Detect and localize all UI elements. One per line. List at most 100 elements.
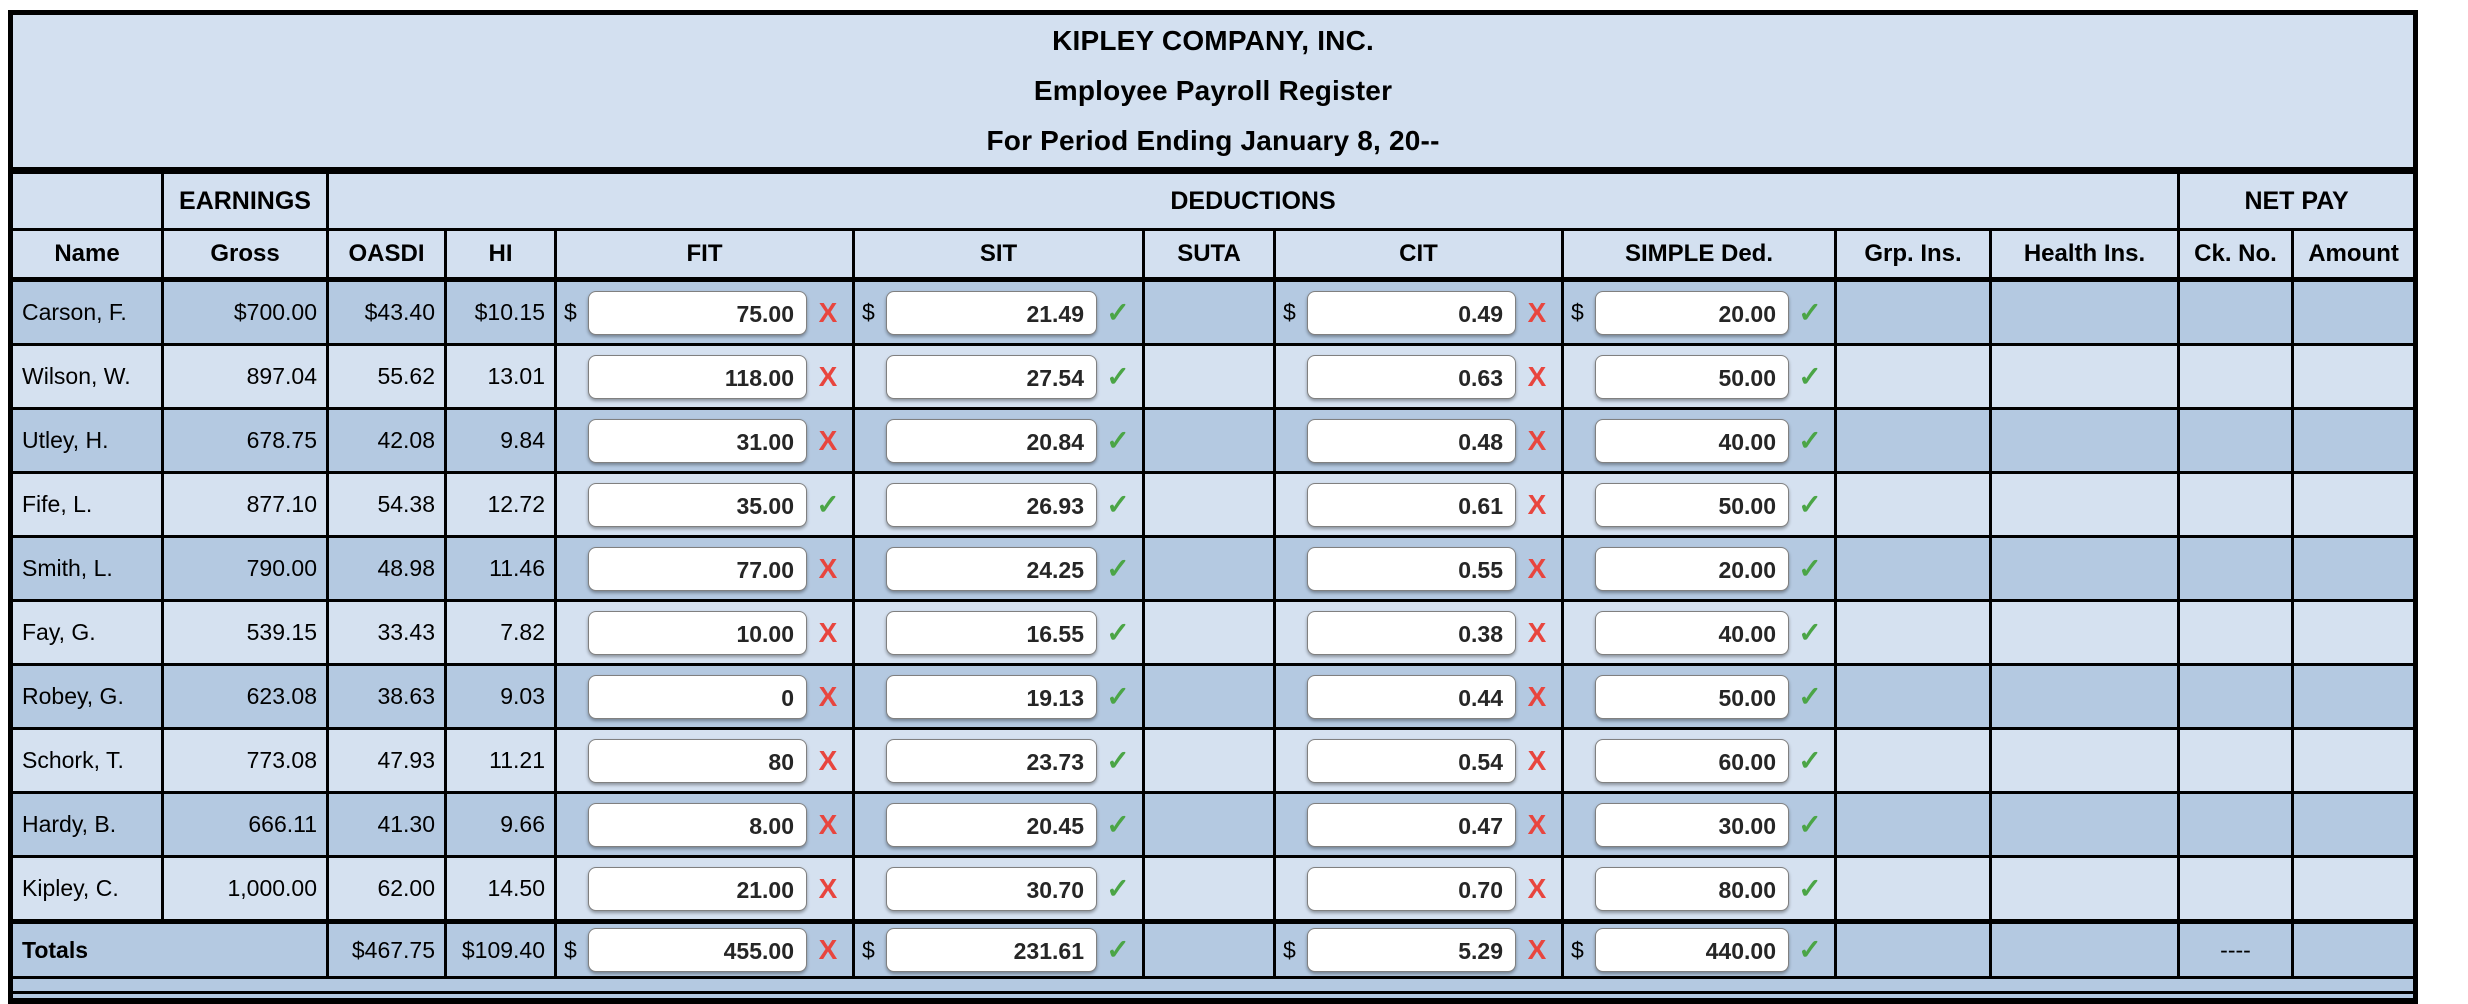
cit-input[interactable]: 0.47	[1307, 802, 1516, 847]
fit-input[interactable]: 118.00	[588, 354, 807, 399]
ck-no-cell	[2177, 727, 2294, 794]
cit-status-icon: X	[1527, 872, 1547, 904]
fit-input[interactable]: 10.00	[588, 610, 807, 655]
totals-cit-input[interactable]: 5.29	[1307, 928, 1516, 972]
sit-input[interactable]: 16.55	[886, 610, 1097, 655]
simple-ded-input[interactable]: 30.00	[1595, 802, 1789, 847]
totals-simple-cell: $ 440.00 ✓	[1561, 919, 1837, 979]
gross-value: 666.11	[248, 811, 317, 837]
amount-cell	[2290, 471, 2418, 538]
simple-ded-input[interactable]: 20.00	[1595, 290, 1789, 335]
cit-input[interactable]: 0.63	[1307, 354, 1516, 399]
fit-input[interactable]: 77.00	[588, 546, 807, 591]
totals-simple-input[interactable]: 440.00	[1595, 928, 1789, 972]
hi-cell: 13.01	[444, 343, 557, 410]
amount-cell	[2290, 663, 2418, 730]
suta-cell	[1142, 343, 1276, 410]
totals-fit-input[interactable]: 455.00	[588, 928, 807, 972]
gross-cell: 678.75	[161, 407, 329, 474]
hi-cell: 11.46	[444, 535, 557, 602]
cit-status-icon: X	[1527, 360, 1547, 392]
grp-ins-cell	[1834, 663, 1992, 730]
employee-name: Smith, L.	[22, 555, 113, 581]
amount-cell	[2290, 407, 2418, 474]
fit-status-icon: X	[818, 872, 838, 904]
company-title: KIPLEY COMPANY, INC.	[1052, 25, 1374, 56]
ck-no-cell	[2177, 791, 2294, 858]
fit-input[interactable]: 80	[588, 738, 807, 783]
suta-cell	[1142, 855, 1276, 923]
fit-input[interactable]: 21.00	[588, 866, 807, 911]
cit-status-icon: X	[1527, 296, 1547, 328]
employee-name-cell: Smith, L.	[9, 535, 164, 602]
employee-name-cell: Carson, F.	[9, 278, 164, 346]
simple-ded-input[interactable]: 50.00	[1595, 354, 1789, 399]
totals-sit-input[interactable]: 231.61	[886, 928, 1097, 972]
fit-input[interactable]: 31.00	[588, 418, 807, 463]
cit-input[interactable]: 0.44	[1307, 674, 1516, 719]
simple-ded-input[interactable]: 50.00	[1595, 482, 1789, 527]
cit-cell: 0.63 X	[1273, 343, 1564, 410]
sit-input[interactable]: 20.84	[886, 418, 1097, 463]
health-ins-cell	[1989, 855, 2180, 923]
suta-cell	[1142, 663, 1276, 730]
simple-ded-input[interactable]: 60.00	[1595, 738, 1789, 783]
oasdi-cell: 62.00	[326, 855, 447, 923]
cit-input[interactable]: 0.55	[1307, 546, 1516, 591]
cit-input[interactable]: 0.61	[1307, 482, 1516, 527]
cit-input[interactable]: 0.38	[1307, 610, 1516, 655]
simple-ded-input[interactable]: 20.00	[1595, 546, 1789, 591]
employee-row: Kipley, C. 1,000.00 62.00 14.50 21.00 X …	[9, 855, 2418, 923]
employee-name: Utley, H.	[22, 427, 109, 453]
sit-input[interactable]: 21.49	[886, 290, 1097, 335]
cit-input[interactable]: 0.48	[1307, 418, 1516, 463]
sit-input[interactable]: 26.93	[886, 482, 1097, 527]
oasdi-value: 33.43	[377, 619, 435, 645]
fit-input[interactable]: 8.00	[588, 802, 807, 847]
dollar-prefix: $	[1571, 936, 1584, 963]
hi-cell: 11.21	[444, 727, 557, 794]
group-header-blank	[9, 169, 164, 231]
grp-ins-cell	[1834, 343, 1992, 410]
health-ins-cell	[1989, 791, 2180, 858]
sit-input[interactable]: 27.54	[886, 354, 1097, 399]
hi-value: 9.84	[500, 427, 545, 453]
sit-input[interactable]: 30.70	[886, 866, 1097, 911]
cit-input[interactable]: 0.49	[1307, 290, 1516, 335]
simple-ded-input[interactable]: 40.00	[1595, 418, 1789, 463]
suta-cell	[1142, 407, 1276, 474]
simple-ded-cell: 40.00 ✓	[1561, 407, 1837, 474]
fit-input[interactable]: 0	[588, 674, 807, 719]
totals-cit-cell: $ 5.29 X	[1273, 919, 1564, 979]
oasdi-cell: 42.08	[326, 407, 447, 474]
fit-input[interactable]: 35.00	[588, 482, 807, 527]
totals-grp-ins-cell	[1834, 919, 1992, 979]
cit-input[interactable]: 0.70	[1307, 866, 1516, 911]
simple-ded-cell: $ 20.00 ✓	[1561, 278, 1837, 346]
col-header-fit: FIT	[554, 228, 855, 282]
sit-input[interactable]: 19.13	[886, 674, 1097, 719]
employee-row: Schork, T. 773.08 47.93 11.21 80 X 23.73…	[9, 727, 2418, 794]
simple-ded-input[interactable]: 80.00	[1595, 866, 1789, 911]
oasdi-cell: 55.62	[326, 343, 447, 410]
hi-value: 12.72	[487, 491, 545, 517]
cit-input[interactable]: 0.54	[1307, 738, 1516, 783]
sit-input[interactable]: 20.45	[886, 802, 1097, 847]
sit-cell: 20.84 ✓	[852, 407, 1145, 474]
cit-status-icon: X	[1527, 744, 1547, 776]
sit-input[interactable]: 23.73	[886, 738, 1097, 783]
sit-input[interactable]: 24.25	[886, 546, 1097, 591]
fit-input[interactable]: 75.00	[588, 290, 807, 335]
cit-status-icon: X	[1527, 552, 1547, 584]
gross-value: 1,000.00	[227, 875, 317, 901]
simple-ded-input[interactable]: 40.00	[1595, 610, 1789, 655]
ck-no-cell	[2177, 471, 2294, 538]
oasdi-cell: 38.63	[326, 663, 447, 730]
simple-ded-status-icon: ✓	[1798, 680, 1822, 712]
cit-cell: 0.44 X	[1273, 663, 1564, 730]
simple-ded-input[interactable]: 50.00	[1595, 674, 1789, 719]
hi-cell: 14.50	[444, 855, 557, 923]
gross-cell: $700.00	[161, 278, 329, 346]
hi-cell: 9.03	[444, 663, 557, 730]
simple-ded-status-icon: ✓	[1798, 744, 1822, 776]
